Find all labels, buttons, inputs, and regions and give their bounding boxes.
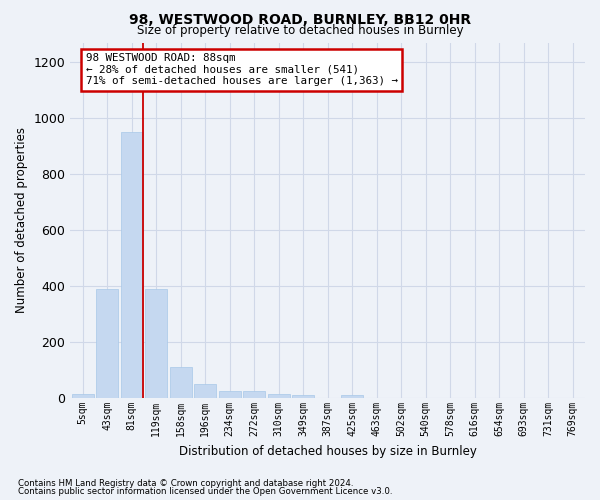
Bar [71, 394, 94, 398]
Bar [194, 384, 216, 398]
Text: Contains public sector information licensed under the Open Government Licence v3: Contains public sector information licen… [18, 487, 392, 496]
Text: 98, WESTWOOD ROAD, BURNLEY, BB12 0HR: 98, WESTWOOD ROAD, BURNLEY, BB12 0HR [129, 12, 471, 26]
Text: Size of property relative to detached houses in Burnley: Size of property relative to detached ho… [137, 24, 463, 37]
Bar [96, 289, 118, 398]
Bar [145, 289, 167, 398]
Bar [292, 396, 314, 398]
Bar [341, 396, 363, 398]
Text: 98 WESTWOOD ROAD: 88sqm
← 28% of detached houses are smaller (541)
71% of semi-d: 98 WESTWOOD ROAD: 88sqm ← 28% of detache… [86, 53, 398, 86]
Bar [268, 394, 290, 398]
X-axis label: Distribution of detached houses by size in Burnley: Distribution of detached houses by size … [179, 444, 476, 458]
Bar [121, 132, 143, 398]
Bar [243, 391, 265, 398]
Bar [218, 391, 241, 398]
Text: Contains HM Land Registry data © Crown copyright and database right 2024.: Contains HM Land Registry data © Crown c… [18, 478, 353, 488]
Bar [170, 368, 191, 398]
Y-axis label: Number of detached properties: Number of detached properties [15, 128, 28, 314]
